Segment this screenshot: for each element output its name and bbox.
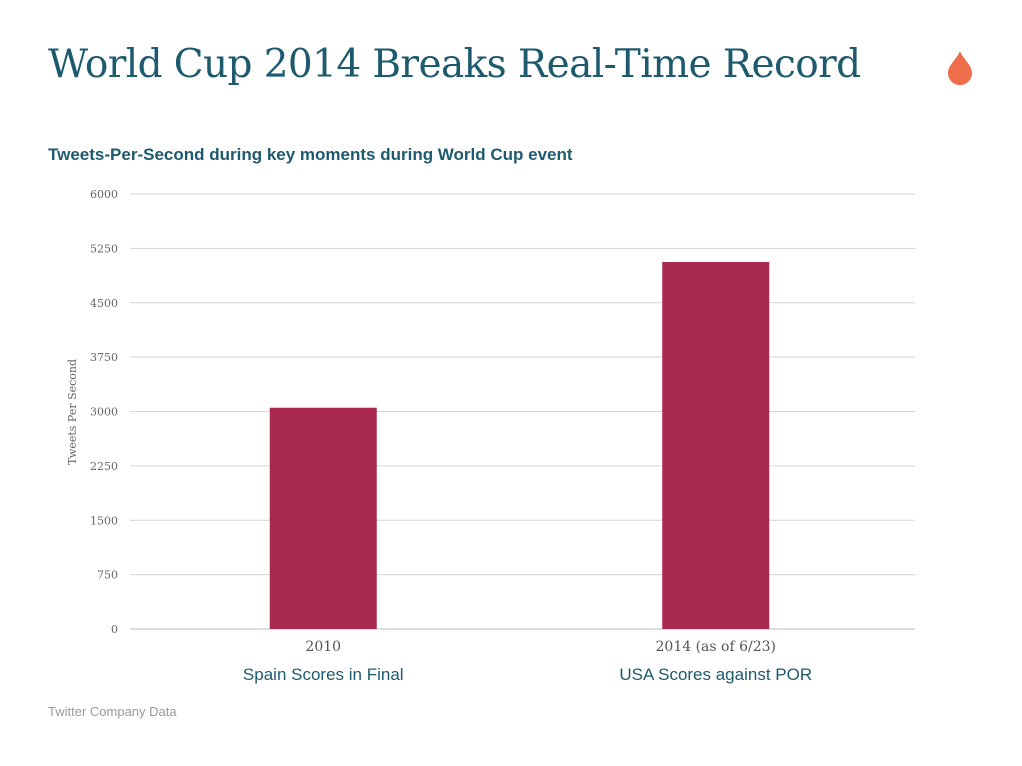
bars <box>269 262 770 629</box>
y-axis-label: Tweets Per Second <box>66 359 79 465</box>
y-tick-label: 5250 <box>90 242 118 255</box>
x-category-sublabel: USA Scores against POR <box>619 665 812 684</box>
y-tick-label: 2250 <box>90 460 118 473</box>
y-axis-ticks: 0 750 1500 2250 3000 3750 4500 5250 6000 <box>90 188 118 636</box>
gridlines <box>130 193 915 630</box>
y-tick-label: 4500 <box>90 297 118 310</box>
x-axis-categories: 2010 Spain Scores in Final 2014 (as of 6/2… <box>243 639 812 684</box>
source-note: Twitter Company Data <box>48 704 177 719</box>
y-tick-label: 3750 <box>90 351 118 364</box>
y-tick-label: 750 <box>97 569 118 582</box>
y-tick-label: 0 <box>111 623 118 636</box>
flame-drop-icon <box>948 51 972 85</box>
x-category-sublabel: Spain Scores in Final <box>243 665 404 684</box>
x-category-label: 2014 (as of 6/23) <box>656 639 776 655</box>
y-tick-label: 6000 <box>90 188 118 201</box>
x-category-label: 2010 <box>305 639 341 655</box>
bar <box>269 407 377 629</box>
y-tick-label: 3000 <box>90 406 118 419</box>
bar-chart: 0 750 1500 2250 3000 3750 4500 5250 6000 Tweets … <box>66 188 915 684</box>
slide-title: World Cup 2014 Breaks Real-Time Record <box>48 42 861 87</box>
bar <box>662 262 770 629</box>
chart-title: Tweets-Per-Second during key moments dur… <box>48 145 573 164</box>
y-tick-label: 1500 <box>90 514 118 527</box>
